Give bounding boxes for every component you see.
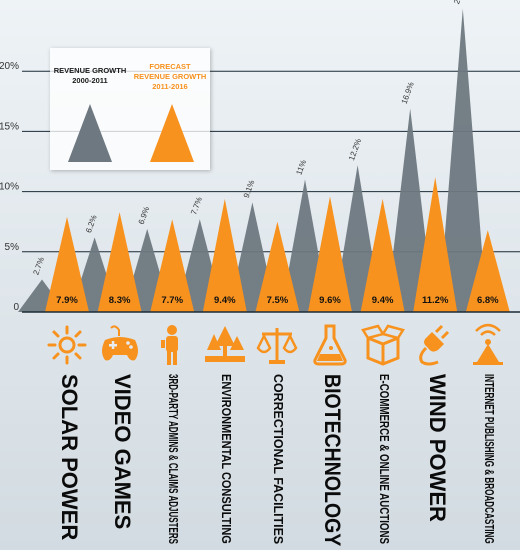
plug-icon xyxy=(412,322,458,368)
category-label: 3RD-PARTY ADMINS & CLAIMS ADJUSTERS xyxy=(166,374,182,544)
legend-forecast-line1: FORECAST xyxy=(149,62,191,71)
category-label: ENVIRONMENTAL CONSULTING xyxy=(218,374,234,544)
legend: REVENUE GROWTH 2000-2011 FORECAST REVENU… xyxy=(50,48,210,170)
y-tick-label: 20% xyxy=(0,61,19,72)
category-label-wrap: INTERNET PUBLISHING & BROADCASTING xyxy=(469,374,509,550)
legend-forecast-line3: 2011-2016 xyxy=(152,82,188,91)
legend-historical-swatch xyxy=(68,104,112,162)
forecast-value-label: 7.7% xyxy=(161,295,183,306)
category-labels: SOLAR POWER VIDEO GAMES 3RD-PARTY ADMINS &… xyxy=(0,368,520,550)
y-tick-label: 5% xyxy=(5,242,20,253)
historical-value-label: 16.9% xyxy=(400,81,416,105)
category-label: E-COMMERCE & ONLINE AUCTIONS xyxy=(376,374,392,545)
chart: 0 5% 10% 15% 20% 2.7% 6.2% 6.9% 7.7% 9.1% 11% 12.2%… xyxy=(0,0,520,313)
forecast-value-label: 11.2% xyxy=(422,295,449,306)
forecast-triangle xyxy=(255,221,300,312)
forecast-triangle xyxy=(202,198,247,312)
forecast-value-label: 9.4% xyxy=(214,295,236,306)
person-icon xyxy=(149,322,195,368)
flask-icon xyxy=(307,322,353,368)
forecast-value-label: 7.5% xyxy=(267,295,289,306)
legend-historical-line2: 2000-2011 xyxy=(72,76,108,85)
forecast-triangle xyxy=(150,219,195,312)
icon-row xyxy=(0,322,520,368)
trees-icon xyxy=(202,322,248,368)
category-label-wrap: BIOTECHNOLOGY xyxy=(311,374,351,550)
category-label: BIOTECHNOLOGY xyxy=(320,374,345,547)
legend-forecast-swatch xyxy=(150,104,194,162)
category-label-wrap: SOLAR POWER xyxy=(48,374,88,550)
historical-value-label: 25.2% xyxy=(452,0,468,5)
forecast-value-label: 9.6% xyxy=(319,295,341,306)
category-label-wrap: 3RD-PARTY ADMINS & CLAIMS ADJUSTERS xyxy=(153,374,193,550)
category-label: VIDEO GAMES xyxy=(109,374,135,530)
forecast-triangle xyxy=(465,230,510,312)
category-label-wrap: CORRECTIONAL FACILITIES xyxy=(258,374,298,550)
y-tick-label: 15% xyxy=(0,121,19,132)
legend-forecast-line2: REVENUE GROWTH xyxy=(133,72,207,81)
category-label-wrap: E-COMMERCE & ONLINE AUCTIONS xyxy=(364,374,404,550)
forecast-value-label: 8.3% xyxy=(109,295,131,306)
category-label: SOLAR POWER xyxy=(57,374,82,541)
historical-value-label: 6.9% xyxy=(137,205,152,225)
category-label-wrap: ENVIRONMENTAL CONSULTING xyxy=(206,374,246,550)
forecast-triangle xyxy=(413,177,458,312)
sun-icon xyxy=(44,322,90,368)
forecast-triangle xyxy=(97,212,142,312)
gamepad-icon xyxy=(97,322,143,368)
legend-forecast-label: FORECAST REVENUE GROWTH 2011-2016 xyxy=(130,62,210,92)
historical-value-label: 2.7% xyxy=(31,256,46,276)
historical-value-label: 9.1% xyxy=(242,179,257,199)
box-icon xyxy=(360,322,406,368)
historical-value-label: 12.2% xyxy=(347,137,363,161)
category-label-wrap: VIDEO GAMES xyxy=(101,374,141,550)
forecast-value-label: 9.4% xyxy=(372,295,394,306)
y-tick-label: 0 xyxy=(13,302,19,313)
scales-icon xyxy=(254,322,300,368)
legend-historical-line1: REVENUE GROWTH xyxy=(53,66,127,75)
category-label: WIND POWER xyxy=(425,374,451,522)
historical-value-label: 11% xyxy=(294,159,308,177)
category-label: CORRECTIONAL FACILITIES xyxy=(271,374,287,545)
antenna-icon xyxy=(465,322,511,368)
category-label-wrap: WIND POWER xyxy=(416,374,456,550)
historical-value-label: 6.2% xyxy=(84,214,99,234)
forecast-value-label: 6.8% xyxy=(477,295,499,306)
forecast-triangle xyxy=(360,198,405,312)
legend-historical-label: REVENUE GROWTH 2000-2011 xyxy=(50,66,130,86)
forecast-triangle xyxy=(45,216,89,312)
historical-triangle xyxy=(438,8,487,312)
historical-value-label: 7.7% xyxy=(189,196,204,216)
y-tick-label: 10% xyxy=(0,182,19,193)
category-label: INTERNET PUBLISHING & BROADCASTING xyxy=(481,374,497,544)
forecast-value-label: 7.9% xyxy=(56,295,78,306)
forecast-triangle xyxy=(308,196,352,312)
